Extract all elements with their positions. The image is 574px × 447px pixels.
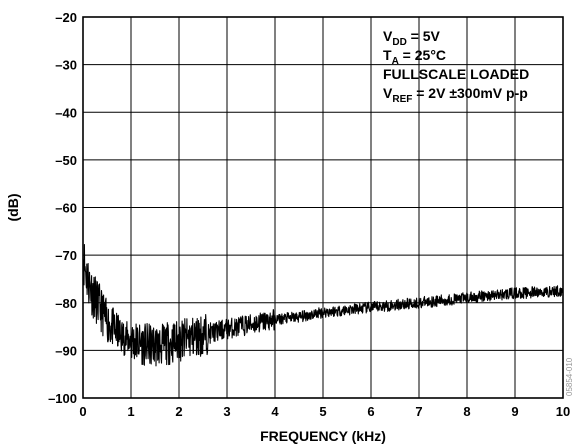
x-tick-label: 1 xyxy=(127,404,134,419)
annotation-line: VREF = 2V ±300mV p-p xyxy=(383,85,528,105)
x-tick-label: 7 xyxy=(415,404,422,419)
x-axis-title: FREQUENCY (kHz) xyxy=(260,428,386,444)
x-tick-label: 6 xyxy=(367,404,374,419)
y-tick-labels: –20 –30 –40 –50 –60 –70 –80 –90 –100 xyxy=(48,10,77,406)
plot-frame xyxy=(82,16,564,399)
x-tick-label: 2 xyxy=(175,404,182,419)
figure-id: 05854-010 xyxy=(565,357,574,396)
series-line xyxy=(82,244,564,367)
y-axis-title: (dB) xyxy=(5,194,21,222)
y-tick-label: –60 xyxy=(55,201,77,216)
x-tick-label: 8 xyxy=(463,404,470,419)
x-tick-label: 4 xyxy=(271,404,279,419)
x-tick-label: 9 xyxy=(511,404,518,419)
annotation-line: VDD = 5V xyxy=(383,28,441,48)
x-tick-label: 5 xyxy=(319,404,326,419)
x-tick-label: 3 xyxy=(223,404,230,419)
y-tick-label: –80 xyxy=(55,296,77,311)
y-tick-label: –20 xyxy=(55,10,77,25)
series-layer xyxy=(82,244,564,367)
annotation-line: TA = 25°C xyxy=(383,47,446,67)
y-tick-label: –30 xyxy=(55,58,77,73)
x-tick-label: 0 xyxy=(79,404,86,419)
y-tick-label: –90 xyxy=(55,343,77,358)
x-tick-labels: 0 1 2 3 4 5 6 7 8 9 10 xyxy=(79,404,570,419)
annotation-line: FULLSCALE LOADED xyxy=(383,66,529,82)
y-tick-label: –50 xyxy=(55,153,77,168)
x-tick-label: 10 xyxy=(556,404,570,419)
y-tick-label: –100 xyxy=(48,391,77,406)
y-tick-label: –70 xyxy=(55,248,77,263)
y-tick-label: –40 xyxy=(55,105,77,120)
